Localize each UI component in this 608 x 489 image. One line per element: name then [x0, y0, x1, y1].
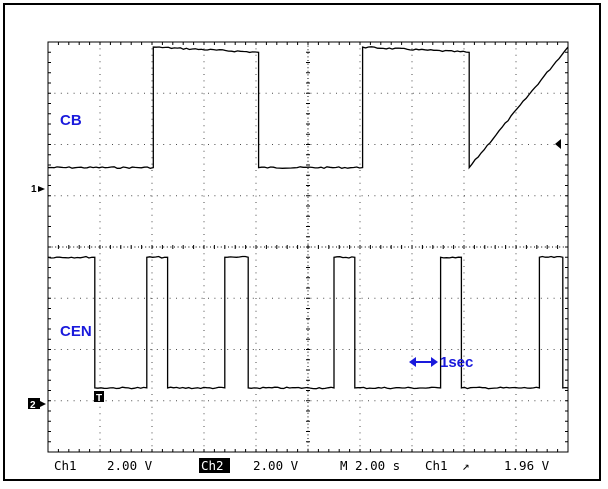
ch2-scale: 2.00 V [253, 458, 299, 473]
channel1-marker: 1 [31, 184, 45, 195]
annotation-1sec-text: 1sec [440, 354, 473, 371]
readout-bar: Ch1 2.00 V Ch2 2.00 V M 2.00 s Ch1 ↗ 1.9… [54, 458, 550, 473]
series-label-cen: CEN [60, 323, 92, 340]
arrow-right-icon [38, 186, 45, 192]
trigger-source: Ch1 [425, 458, 448, 473]
arrow-right-icon [40, 401, 46, 407]
svg-text:T: T [96, 393, 102, 404]
traces [47, 46, 569, 390]
svg-text:1: 1 [31, 184, 37, 195]
annotation-1sec: 1sec [409, 354, 473, 371]
trace-cen [47, 255, 569, 390]
trigger-level-arrow-icon [555, 139, 561, 149]
channel2-marker: 2 [28, 398, 46, 411]
timebase: M 2.00 s [340, 458, 400, 473]
ch1-scale: 2.00 V [107, 458, 153, 473]
grid [47, 41, 569, 453]
ch1-label: Ch1 [54, 458, 77, 473]
trigger-level: 1.96 V [504, 458, 550, 473]
trigger-slope-icon: ↗ [462, 458, 470, 473]
trigger-position-marker: T [94, 391, 104, 404]
svg-text:2: 2 [30, 400, 36, 411]
series-label-cb: CB [60, 112, 82, 129]
ch2-label: Ch2 [201, 458, 224, 473]
double-arrow-icon [409, 357, 438, 367]
trace-cb [47, 46, 569, 170]
